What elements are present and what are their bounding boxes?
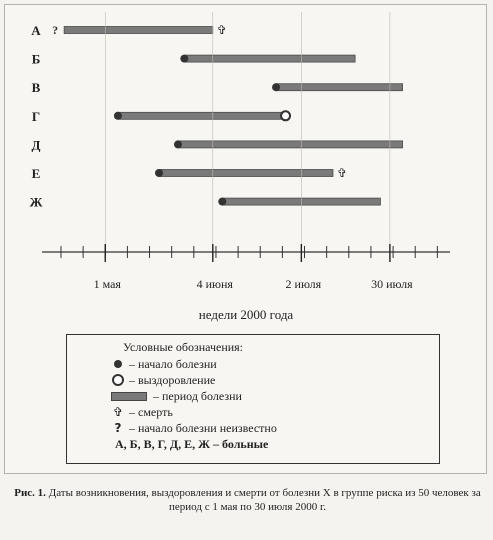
x-tick-label: 2 июля <box>286 277 322 291</box>
row-label: Ж <box>30 195 43 210</box>
death-mark: ✞ <box>217 23 227 37</box>
death-cross-icon: ✞ <box>112 405 124 419</box>
legend-row-period: – период болезни <box>111 388 439 404</box>
x-axis-ticks: 1 мая 4 июня 2 июля 30 июля <box>60 12 438 291</box>
row-label: В <box>32 80 41 95</box>
disease-period-bar <box>117 111 286 120</box>
row-label: Е <box>32 166 41 181</box>
figure-caption: Рис. 1. Даты возникновения, выздоровлени… <box>10 486 485 514</box>
disease-period-bar <box>183 54 356 63</box>
row-label: Г <box>32 109 40 124</box>
onset-dot <box>272 83 281 92</box>
caption-label: Рис. 1. <box>14 487 46 499</box>
row-label: А <box>31 23 41 38</box>
onset-dot <box>218 197 227 206</box>
caption-text: Даты возникновения, выздоровления и смер… <box>48 487 481 513</box>
legend-death-text: – смерть <box>129 405 173 419</box>
legend-patients-text: А, Б, В, Г, Д, Е, Ж – больные <box>115 437 269 451</box>
x-tick-label: 1 мая <box>94 277 122 291</box>
unknown-onset-mark: ? <box>52 23 58 37</box>
unknown-question-icon: ? <box>114 421 122 435</box>
x-tick-label: 4 июня <box>197 277 234 291</box>
x-tick-label: 30 июля <box>371 277 413 291</box>
legend-unknown-text: – начало болезни неизвестно <box>129 421 277 435</box>
disease-period-bar <box>63 26 214 34</box>
onset-dot <box>155 169 164 177</box>
legend: Условные обозначения: – начало болезни –… <box>66 334 440 464</box>
legend-row-death: ✞ – смерть <box>111 404 439 420</box>
legend-onset-text: – начало болезни <box>129 357 217 371</box>
recovery-circle <box>280 110 292 122</box>
row-label: Б <box>32 52 41 67</box>
x-axis-label: недели 2000 года <box>199 307 294 322</box>
legend-row-onset: – начало болезни <box>111 356 439 372</box>
legend-period-text: – период болезни <box>153 389 242 403</box>
disease-period-bar <box>275 83 403 92</box>
onset-dot <box>174 140 182 149</box>
onset-dot <box>180 54 189 63</box>
onset-dot <box>113 111 122 120</box>
legend-row-recovery: – выздоровление <box>111 372 439 388</box>
disease-period-bar <box>177 140 403 149</box>
onset-dot-icon <box>114 360 122 368</box>
legend-title: Условные обозначения: <box>123 340 244 354</box>
period-bar-icon <box>111 391 147 401</box>
death-mark: ✞ <box>337 166 347 180</box>
recovery-circle-icon <box>112 374 124 386</box>
legend-row-unknown: ? – начало болезни неизвестно <box>111 420 439 436</box>
legend-row-patients: А, Б, В, Г, Д, Е, Ж – больные <box>111 436 439 452</box>
row-label: Д <box>32 137 41 152</box>
legend-recovery-text: – выздоровление <box>129 373 216 387</box>
disease-period-bar <box>158 169 334 177</box>
